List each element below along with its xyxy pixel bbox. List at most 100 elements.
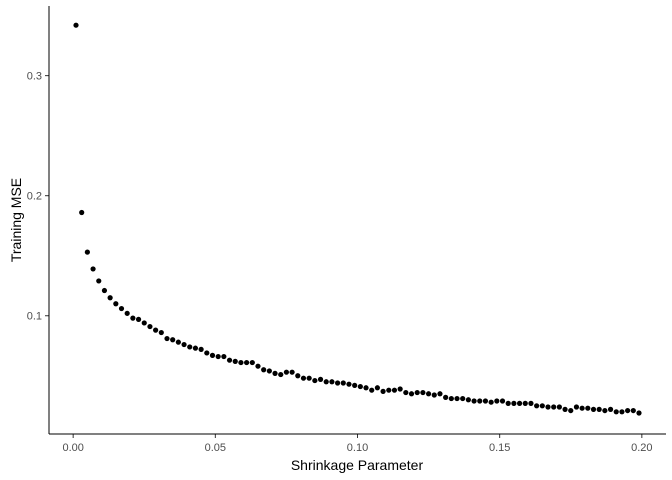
data-point — [84, 249, 90, 255]
data-point — [562, 406, 568, 412]
data-point — [130, 315, 136, 321]
x-tick-label: 0.20 — [631, 442, 652, 454]
data-point — [244, 359, 250, 366]
data-point — [204, 350, 210, 356]
data-point — [107, 295, 113, 301]
data-point — [386, 387, 392, 393]
data-point — [408, 391, 415, 397]
data-point — [625, 407, 631, 414]
data-point — [579, 405, 585, 411]
data-point — [613, 409, 619, 415]
data-point — [556, 404, 562, 410]
data-point — [448, 395, 454, 402]
data-point — [340, 380, 346, 386]
x-tick-label: 0.05 — [205, 442, 226, 454]
data-point — [283, 369, 290, 375]
data-point — [443, 394, 449, 400]
data-point — [573, 404, 580, 410]
data-point — [198, 346, 204, 352]
data-point — [79, 209, 85, 216]
data-point — [545, 404, 551, 410]
data-point — [363, 385, 369, 391]
data-point — [454, 395, 460, 402]
data-point — [494, 398, 500, 404]
y-tick-label: 0.3 — [27, 71, 42, 83]
data-point — [249, 359, 255, 366]
data-point — [522, 400, 528, 406]
data-point — [602, 407, 608, 414]
data-point — [73, 22, 79, 28]
data-point — [357, 383, 363, 390]
data-point — [215, 353, 221, 360]
data-point — [238, 359, 244, 366]
data-point — [153, 327, 159, 333]
y-axis-ticks: 0.1 0.2 0.3 — [27, 71, 49, 323]
data-point — [192, 345, 199, 351]
data-point — [437, 391, 443, 397]
data-point — [221, 353, 227, 360]
data-point — [431, 392, 437, 398]
data-point — [551, 404, 557, 410]
data-point — [317, 376, 324, 382]
data-point — [414, 389, 420, 396]
data-point — [335, 380, 341, 386]
data-point — [255, 363, 261, 369]
data-point — [226, 357, 233, 363]
data-point — [261, 367, 267, 373]
data-point — [124, 310, 130, 316]
x-tick-label: 0.15 — [489, 442, 510, 454]
data-point — [232, 358, 238, 364]
data-point — [181, 341, 187, 348]
data-point — [397, 386, 403, 392]
data-point — [369, 387, 375, 393]
data-point — [175, 339, 181, 345]
data-point — [158, 329, 164, 336]
data-point — [505, 400, 511, 406]
x-axis-ticks: 0.00 0.05 0.10 0.15 0.20 — [62, 434, 653, 454]
data-point — [113, 301, 119, 307]
y-tick-label: 0.2 — [27, 191, 42, 203]
data-point — [534, 403, 540, 409]
data-point — [499, 398, 506, 404]
data-point — [528, 400, 534, 406]
data-point — [278, 371, 284, 378]
data-point — [323, 379, 329, 385]
data-point — [306, 375, 312, 381]
data-point — [630, 407, 636, 414]
data-point — [471, 398, 477, 404]
data-point — [289, 369, 295, 375]
data-point — [403, 389, 409, 396]
data-point — [272, 370, 278, 376]
x-tick-label: 0.00 — [62, 442, 83, 454]
data-point — [101, 287, 108, 294]
data-point — [312, 377, 318, 384]
data-point — [425, 391, 432, 397]
data-point — [511, 400, 517, 406]
data-point — [596, 406, 602, 412]
data-point — [90, 266, 96, 272]
data-point — [266, 368, 272, 374]
data-point — [539, 403, 545, 409]
data-point — [352, 382, 358, 388]
data-points — [73, 22, 642, 416]
data-point — [619, 409, 625, 415]
data-point — [329, 379, 335, 385]
data-point — [465, 397, 471, 403]
data-point — [147, 323, 153, 330]
data-point — [607, 406, 614, 412]
data-point — [477, 398, 483, 404]
x-tick-label: 0.10 — [347, 442, 368, 454]
data-point — [300, 375, 307, 381]
data-point — [96, 278, 102, 284]
y-axis-title: Training MSE — [8, 178, 24, 262]
data-point — [187, 344, 193, 350]
data-point — [295, 373, 301, 379]
data-point — [209, 352, 216, 358]
data-point — [460, 395, 466, 402]
data-point — [482, 398, 489, 404]
data-point — [380, 388, 386, 394]
x-axis-title: Shrinkage Parameter — [291, 457, 424, 473]
data-point — [585, 405, 591, 411]
data-point — [135, 316, 142, 322]
